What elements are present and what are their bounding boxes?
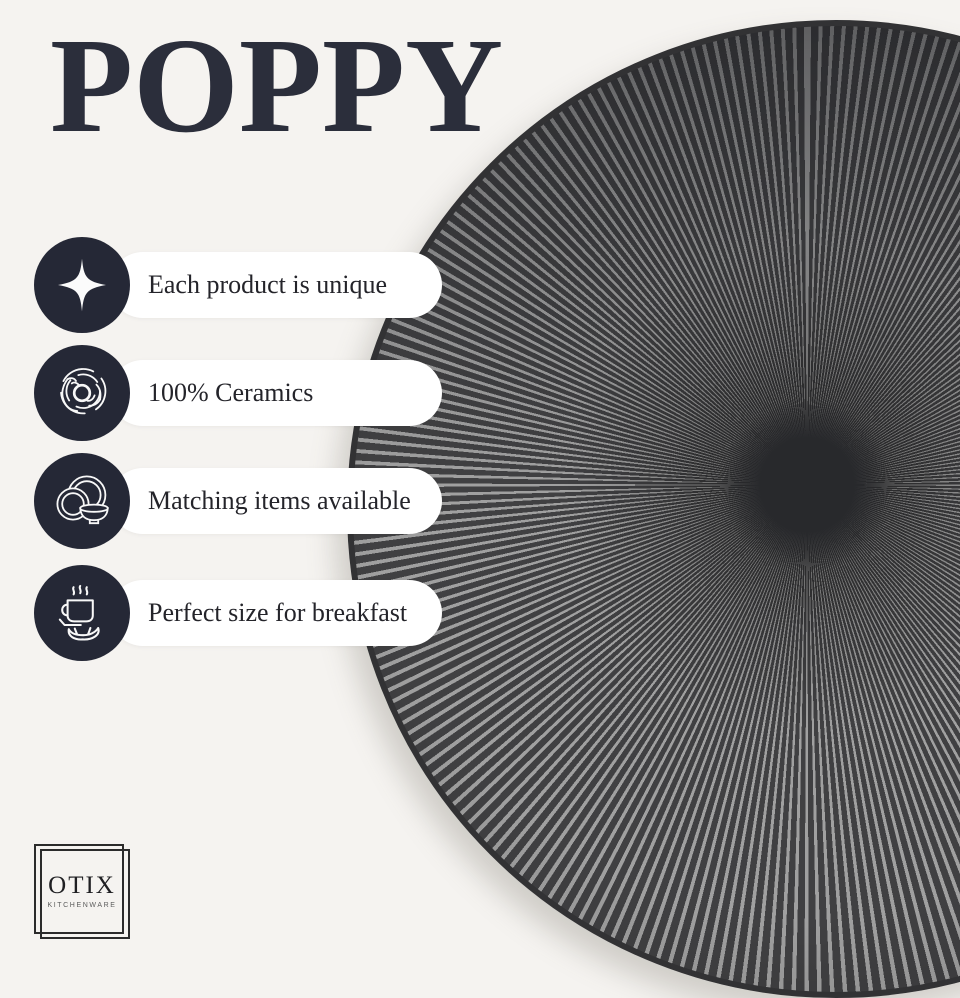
page-title: POPPY bbox=[50, 11, 504, 161]
feature-label: 100% Ceramics bbox=[110, 360, 442, 426]
pottery-hands-icon bbox=[34, 345, 130, 441]
logo-frame-outer bbox=[34, 844, 124, 934]
feature-label: Perfect size for breakfast bbox=[110, 580, 442, 646]
brand-name: OTIX bbox=[48, 872, 116, 899]
brand-logo: OTIX KITCHENWARE bbox=[34, 844, 130, 939]
brand-tagline: KITCHENWARE bbox=[47, 902, 117, 909]
feature-matching: Matching items available bbox=[34, 453, 442, 549]
feature-breakfast: Perfect size for breakfast bbox=[34, 565, 442, 661]
coffee-croissant-icon bbox=[34, 565, 130, 661]
feature-list: Each product is unique 100% Ceramics bbox=[34, 237, 442, 661]
feature-ceramics: 100% Ceramics bbox=[34, 345, 442, 441]
feature-label: Each product is unique bbox=[110, 252, 442, 318]
dinnerware-set-icon bbox=[34, 453, 130, 549]
feature-label: Matching items available bbox=[110, 468, 442, 534]
logo-frame-offset bbox=[40, 849, 130, 939]
feature-unique: Each product is unique bbox=[34, 237, 442, 333]
sparkle-icon bbox=[34, 237, 130, 333]
